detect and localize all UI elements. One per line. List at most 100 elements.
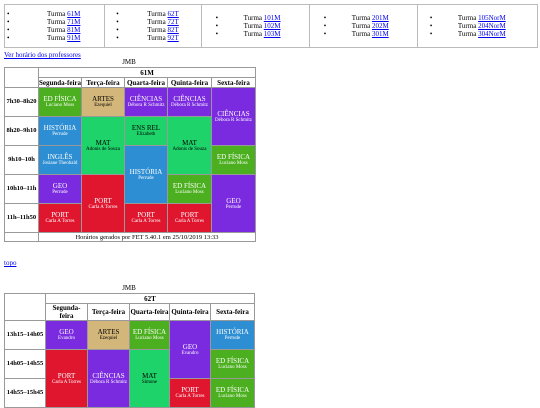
- class-link-71M[interactable]: 71M: [67, 18, 81, 26]
- nav-item: • Turma 81M: [7, 26, 81, 34]
- time-slot: 14h05–14h55: [4, 349, 46, 379]
- class-link-103M[interactable]: 103M: [263, 30, 281, 38]
- lesson-cell[interactable]: ED FÍSICA Luciano Moss: [209, 378, 256, 408]
- time-slot: 7h30–8h20: [4, 87, 39, 117]
- lesson-cell[interactable]: ED FÍSICA Luciano Moss: [209, 349, 256, 379]
- day-header: Segunda-feira: [45, 303, 88, 321]
- timetable-61M: 61M Segunda-feira Terça-feira Quarta-fei…: [4, 67, 256, 242]
- lesson-cell[interactable]: ED FÍSICA Luciano Moss: [129, 320, 170, 350]
- class-link-101M[interactable]: 101M: [263, 14, 281, 22]
- time-slot: 13h15–14h05: [4, 320, 46, 350]
- lesson-cell[interactable]: ED FÍSICA Luciano Moss: [38, 87, 82, 117]
- class-link-204NorM[interactable]: 204NorM: [478, 22, 506, 30]
- class-link-61M[interactable]: 61M: [67, 10, 81, 18]
- class-heading: 61M: [38, 67, 256, 78]
- class-link-202M[interactable]: 202M: [371, 22, 389, 30]
- class-link-72T[interactable]: 72T: [167, 18, 179, 26]
- nav-item: • Turma 72T: [116, 18, 179, 26]
- lesson-cell[interactable]: CIÊNCIAS Débora R Schmitz: [87, 349, 130, 408]
- school-caption: JMB: [122, 284, 136, 292]
- nav-column-4: • Turma 201M • Turma 202M • Turma 301M: [308, 4, 418, 48]
- lesson-cell[interactable]: MAT Adonis de Souza: [81, 116, 125, 175]
- lesson-cell[interactable]: ARTES Ezequiel: [81, 87, 125, 117]
- lesson-cell[interactable]: PORT Carla A Torres: [38, 203, 82, 233]
- day-header: Quinta-feira: [167, 77, 212, 88]
- nav-item: • Turma 92T: [116, 34, 179, 42]
- lesson-cell[interactable]: GEO Perrude: [38, 174, 82, 204]
- class-link-201M[interactable]: 201M: [371, 14, 389, 22]
- day-header: Sexta-feira: [211, 77, 256, 88]
- lesson-cell[interactable]: HISTÓRIA Perrude: [209, 320, 256, 350]
- time-slot: 8h20–9h10: [4, 116, 39, 146]
- nav-column-1: • Turma 61M • Turma 71M • Turma 81M • Turma …: [3, 4, 106, 48]
- time-slot: 10h10–11h: [4, 174, 39, 204]
- class-link-304NorM[interactable]: 304NorM: [478, 30, 506, 38]
- class-heading: 62T: [44, 293, 256, 304]
- class-link-102M[interactable]: 102M: [263, 22, 281, 30]
- nav-item: • Turma 61M: [7, 10, 81, 18]
- generator-footer: Horários gerados por FET 5.40.1 em 25/10…: [38, 232, 256, 242]
- time-slot: 14h55–15h45: [4, 378, 46, 408]
- lesson-cell[interactable]: ENS REL Elizabeth: [124, 116, 168, 146]
- lesson-cell[interactable]: HISTÓRIA Perrude: [124, 145, 168, 204]
- class-link-62T[interactable]: 62T: [167, 10, 179, 18]
- time-slot: 9h10–10h: [4, 145, 39, 175]
- lesson-cell[interactable]: ARTES Ezequiel: [87, 320, 130, 350]
- day-header: Segunda-feira: [38, 77, 82, 88]
- nav-item: • Turma 103M: [215, 30, 281, 38]
- lesson-cell[interactable]: ED FÍSICA Luciano Moss: [211, 145, 256, 175]
- nav-item: • Turma 91M: [7, 34, 81, 42]
- lesson-cell[interactable]: GEO Evandro: [45, 320, 88, 350]
- corner-cell: [4, 67, 39, 88]
- nav-item: • Turma 204NorM: [429, 22, 506, 30]
- nav-item: • Turma 101M: [215, 14, 281, 22]
- day-header: Quarta-feira: [124, 77, 168, 88]
- professors-schedule-link[interactable]: Ver horário dos professores: [4, 51, 81, 59]
- day-header: Terça-feira: [87, 303, 130, 321]
- class-link-81M[interactable]: 81M: [67, 26, 81, 34]
- class-link-301M[interactable]: 301M: [371, 30, 389, 38]
- time-slot: 11h–11h50: [4, 203, 39, 233]
- class-link-82T[interactable]: 82T: [167, 26, 179, 34]
- nav-item: • Turma 105NorM: [429, 14, 506, 22]
- class-navigation: • Turma 61M • Turma 71M • Turma 81M • Turma …: [3, 4, 539, 48]
- nav-item: • Turma 304NorM: [429, 30, 506, 38]
- timetable-62T: 62T Segunda-feira Terça-feira Quarta-fei…: [4, 293, 256, 408]
- day-header: Sexta-feira: [209, 303, 256, 321]
- class-link-92T[interactable]: 92T: [167, 34, 179, 42]
- nav-item: • Turma 301M: [323, 30, 389, 38]
- lesson-cell[interactable]: HISTÓRIA Perrude: [38, 116, 82, 146]
- lesson-cell[interactable]: PORT Carla A Torres: [124, 203, 168, 233]
- nav-item: • Turma 202M: [323, 22, 389, 30]
- class-link-105NorM[interactable]: 105NorM: [478, 14, 506, 22]
- nav-item: • Turma 82T: [116, 26, 179, 34]
- lesson-cell[interactable]: GEO Evandro: [169, 320, 211, 379]
- corner-cell: [4, 232, 39, 242]
- lesson-cell[interactable]: MAT Adonis de Souza: [167, 116, 212, 175]
- lesson-cell[interactable]: PORT Carla A Torres: [169, 378, 211, 408]
- school-caption: JMB: [122, 58, 136, 66]
- lesson-cell[interactable]: GEO Perrude: [211, 174, 256, 233]
- back-to-top-link[interactable]: topo: [4, 259, 17, 267]
- day-header: Terça-feira: [81, 77, 125, 88]
- lesson-cell[interactable]: ED FÍSICA Luciano Moss: [167, 174, 212, 204]
- lesson-cell[interactable]: PORT Carla A Torres: [167, 203, 212, 233]
- nav-column-2: • Turma 62T • Turma 72T • Turma 82T • Turma …: [104, 4, 202, 48]
- lesson-cell[interactable]: CIÊNCIAS Débora R Schmitz: [124, 87, 168, 117]
- nav-item: • Turma 201M: [323, 14, 389, 22]
- nav-item: • Turma 71M: [7, 18, 81, 26]
- nav-item: • Turma 62T: [116, 10, 179, 18]
- corner-cell: [4, 293, 46, 321]
- day-header: Quarta-feira: [129, 303, 170, 321]
- nav-column-5: • Turma 105NorM • Turma 204NorM • Turma 304…: [416, 4, 539, 48]
- nav-item: • Turma 102M: [215, 22, 281, 30]
- lesson-cell[interactable]: INGLÊS Josiane Theobald: [38, 145, 82, 175]
- nav-column-3: • Turma 101M • Turma 102M • Turma 103M: [200, 4, 310, 48]
- lesson-cell[interactable]: PORT Carla A Torres: [81, 174, 125, 233]
- lesson-cell[interactable]: CIÊNCIAS Débora R Schmitz: [211, 87, 256, 146]
- lesson-cell[interactable]: MAT Simone: [129, 349, 170, 408]
- lesson-cell[interactable]: CIÊNCIAS Débora R Schmitz: [167, 87, 212, 117]
- class-link-91M[interactable]: 91M: [67, 34, 81, 42]
- day-header: Quinta-feira: [169, 303, 211, 321]
- lesson-cell[interactable]: PORT Carla A Torres: [45, 349, 88, 408]
